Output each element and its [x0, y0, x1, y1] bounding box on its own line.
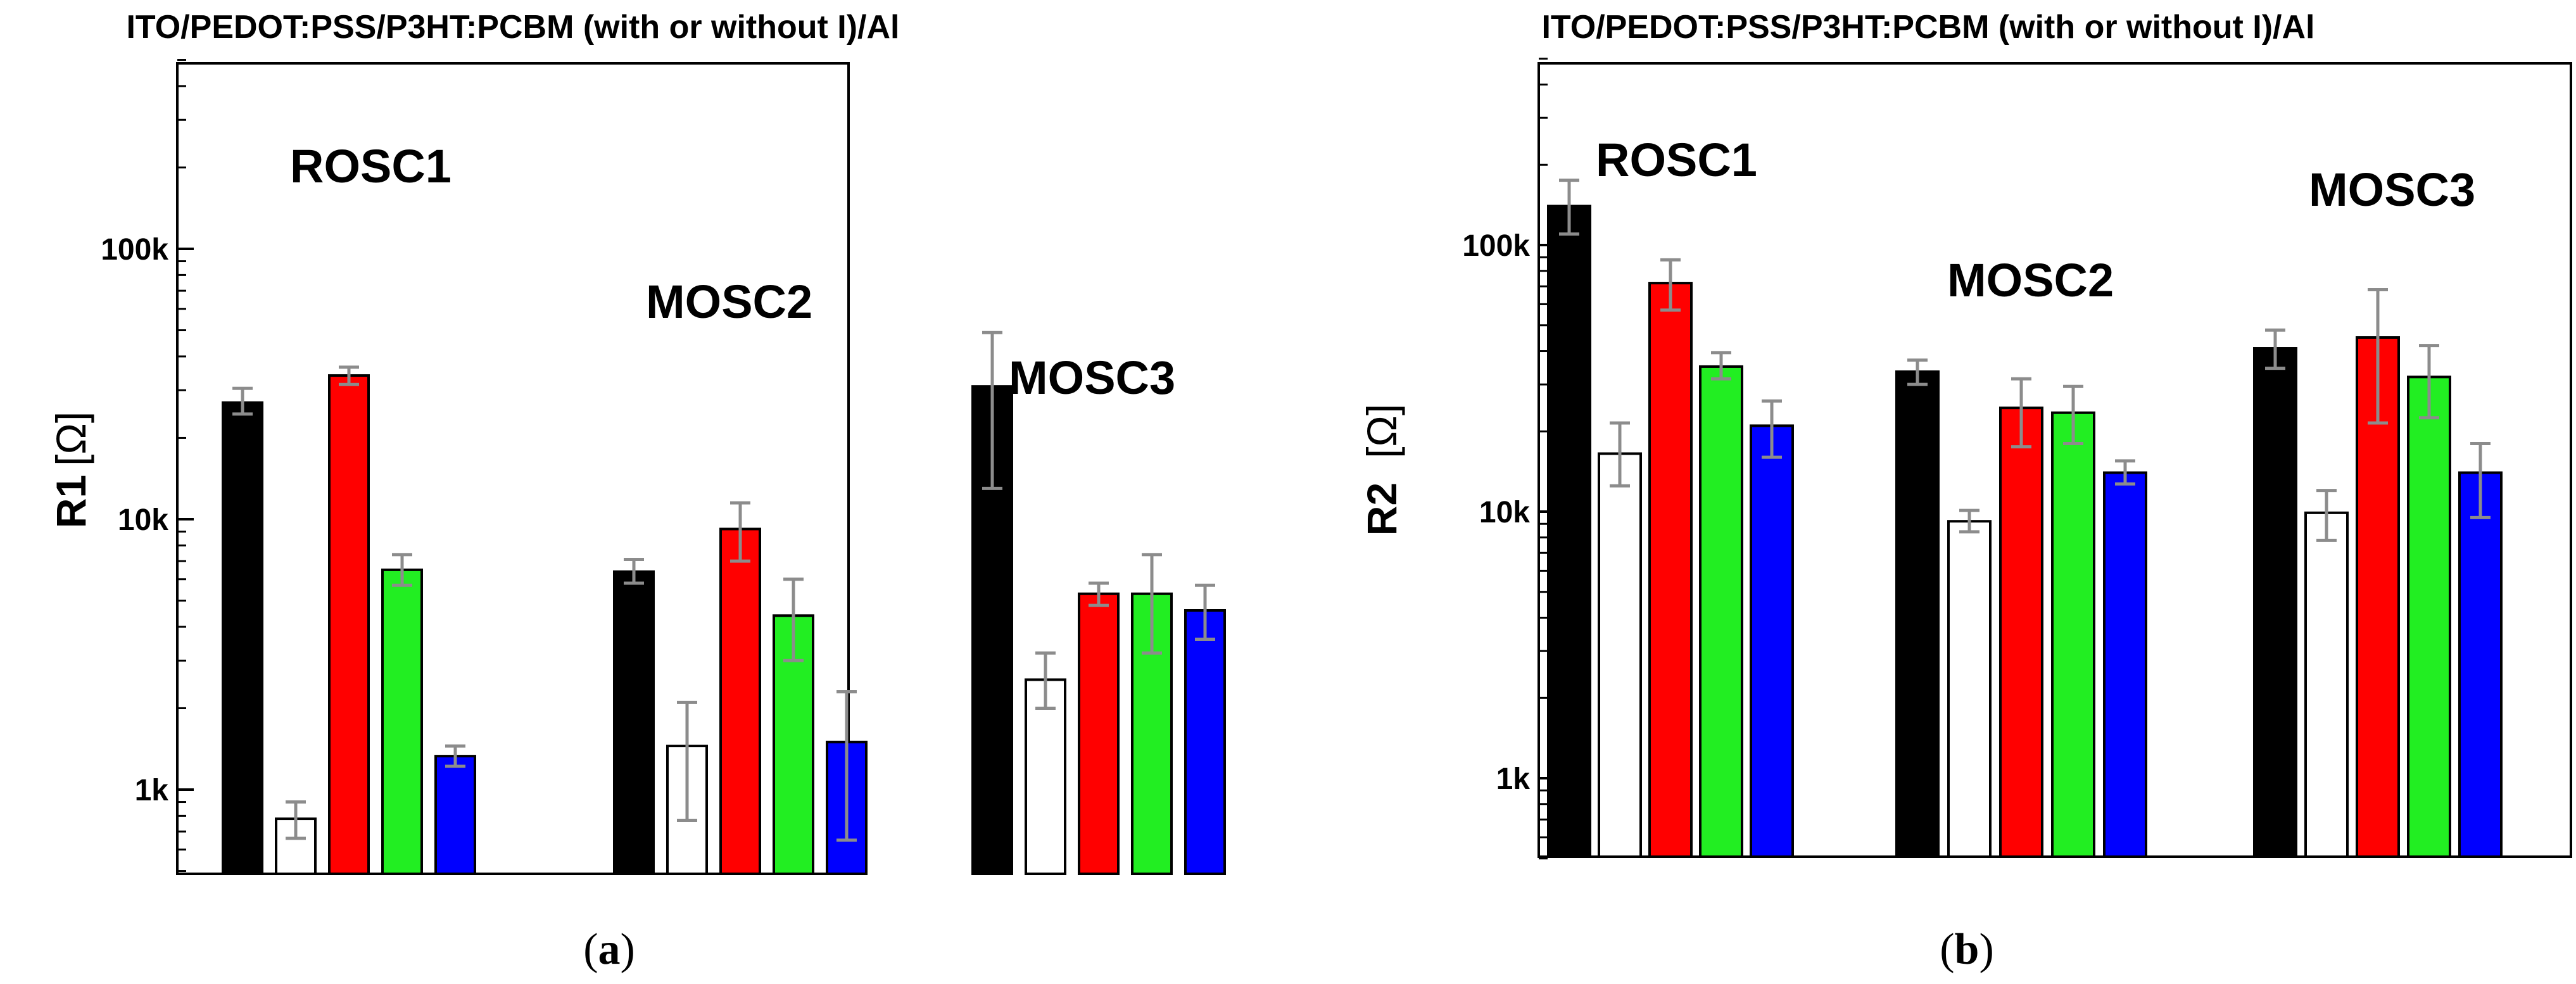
panel-a-bar-rosc1-1: [222, 401, 263, 875]
panel-b-caption: (b): [1940, 925, 1994, 974]
panel-b-bar-rosc1-5: [1750, 424, 1794, 858]
panel-b-bar-rosc1-2: [1598, 452, 1642, 858]
panel-a-errorbar-mosc2-5: [837, 690, 857, 842]
panel-a-errorbar-mosc2-3: [730, 501, 750, 563]
panel-b-errorbar-mosc2-4: [2063, 384, 2083, 446]
panel-a-errorbar-rosc1-1: [232, 386, 253, 416]
panel-b: ITO/PEDOT:PSS/P3HT:PCBM (with or without…: [1358, 9, 2572, 974]
panel-a-y-tick-label: 10k: [118, 503, 168, 537]
panel-a-caption: (a): [583, 925, 635, 974]
panel-a-bar-rosc1-3: [328, 374, 370, 875]
panel-a-errorbar-mosc3-5: [1195, 583, 1215, 641]
panel-b-title: ITO/PEDOT:PSS/P3HT:PCBM (with or without…: [1541, 9, 2314, 46]
panel-b-bar-mosc2-5: [2103, 471, 2147, 858]
panel-b-errorbar-mosc2-5: [2115, 459, 2135, 486]
panel-a-plot-frame: [176, 62, 850, 875]
panel-a-group-label-rosc1: ROSC1: [290, 140, 451, 192]
panel-b-bar-mosc3-4: [2407, 375, 2451, 858]
panel-b-errorbar-mosc3-4: [2419, 344, 2439, 420]
panel-b-caption-label: b: [1955, 925, 1979, 974]
panel-a-caption-close: ): [621, 925, 635, 974]
panel-b-group-label-mosc3: MOSC3: [2309, 163, 2475, 216]
panel-a-caption-open: (: [583, 925, 598, 974]
panel-b-y-axis-label: R2 [Ω]: [1358, 404, 1405, 536]
panel-b-bars: [1547, 179, 2503, 858]
panel-b-y-axis: 1k 10k 100k: [1462, 58, 1555, 860]
panel-b-errorbar-mosc3-5: [2470, 442, 2491, 519]
panel-b-errorbar-mosc2-3: [2011, 377, 2031, 449]
panel-b-errorbar-rosc1-4: [1711, 351, 1731, 381]
panel-b-group-label-mosc2: MOSC2: [1947, 254, 2114, 306]
panel-a-bar-mosc3-3: [1078, 592, 1120, 875]
panel-a-bars: [222, 331, 1226, 876]
panel-a-errorbar-rosc1-5: [445, 744, 465, 768]
panel-a-y-axis: 1k 10k 100k: [101, 59, 194, 873]
panel-b-y-tick-label: 10k: [1479, 496, 1530, 529]
panel-a-bar-mosc2-3: [719, 527, 761, 875]
panel-a: ITO/PEDOT:PSS/P3HT:PCBM (with or without…: [47, 9, 1226, 974]
panel-b-caption-open: (: [1940, 925, 1954, 974]
panel-b-bar-mosc3-2: [2304, 511, 2349, 858]
panel-a-errorbar-mosc3-2: [1035, 651, 1056, 710]
panel-a-bar-rosc1-4: [381, 568, 423, 875]
panel-b-errorbar-mosc2-2: [1959, 508, 1979, 534]
panel-a-bar-mosc3-2: [1025, 678, 1066, 875]
panel-a-group-label-mosc2: MOSC2: [646, 275, 812, 328]
panel-b-y-tick-label: 1k: [1496, 762, 1531, 796]
panel-b-errorbar-rosc1-5: [1762, 399, 1782, 459]
panel-a-errorbar-mosc2-4: [783, 577, 804, 662]
panel-b-errorbar-mosc2-1: [1907, 358, 1928, 386]
panel-a-y-tick-label: 1k: [135, 774, 169, 807]
panel-b-y-axis-unit: [Ω]: [1358, 404, 1405, 458]
panel-a-errorbar-mosc3-1: [982, 331, 1002, 490]
panel-a-title: ITO/PEDOT:PSS/P3HT:PCBM (with or without…: [126, 9, 899, 46]
panel-a-errorbar-mosc2-2: [677, 700, 697, 822]
panel-b-y-axis-symbol: R2: [1358, 483, 1405, 536]
panel-b-bar-rosc1-4: [1699, 365, 1743, 858]
panel-b-errorbar-rosc1-2: [1610, 421, 1630, 488]
panel-a-caption-label: a: [598, 925, 621, 974]
panel-b-bar-mosc3-5: [2458, 471, 2503, 858]
panel-a-y-axis-label: R1 [Ω]: [47, 412, 94, 528]
panel-a-bar-mosc2-1: [613, 570, 655, 876]
panel-b-bar-mosc2-1: [1895, 370, 1940, 858]
panel-b-errorbar-mosc3-3: [2368, 288, 2388, 425]
panel-a-y-axis-symbol: R1: [47, 475, 94, 528]
panel-a-y-axis-unit: [Ω]: [47, 412, 94, 466]
panel-a-errorbar-rosc1-4: [392, 553, 412, 587]
panel-b-y-tick-label: 100k: [1462, 229, 1530, 263]
panel-b-bar-rosc1-3: [1648, 282, 1693, 858]
panel-b-caption-close: ): [1979, 925, 1993, 974]
panel-b-errorbar-mosc3-1: [2265, 328, 2285, 370]
panel-a-bar-rosc1-5: [434, 755, 476, 875]
panel-b-bar-mosc3-1: [2253, 347, 2297, 858]
panel-a-bar-mosc3-5: [1184, 609, 1226, 875]
panel-a-group-label-mosc3: MOSC3: [1009, 351, 1175, 404]
panel-a-errorbar-mosc3-4: [1142, 553, 1162, 655]
panel-a-errorbar-rosc1-3: [339, 365, 359, 386]
panel-b-errorbar-mosc3-2: [2316, 489, 2337, 542]
panel-a-errorbar-mosc3-3: [1089, 581, 1109, 607]
panel-b-errorbar-rosc1-1: [1559, 179, 1579, 236]
panel-b-bar-mosc2-4: [2051, 411, 2095, 858]
panel-a-errorbar-rosc1-2: [286, 800, 306, 840]
panel-b-bar-rosc1-1: [1547, 205, 1591, 858]
panel-b-bar-mosc2-3: [1999, 407, 2043, 858]
panel-a-y-tick-label: 100k: [101, 233, 168, 267]
panel-b-bar-mosc2-2: [1947, 520, 1992, 858]
panel-b-errorbar-rosc1-3: [1660, 258, 1681, 312]
panel-b-group-label-rosc1: ROSC1: [1596, 134, 1757, 186]
panel-a-errorbar-mosc2-1: [624, 558, 644, 585]
